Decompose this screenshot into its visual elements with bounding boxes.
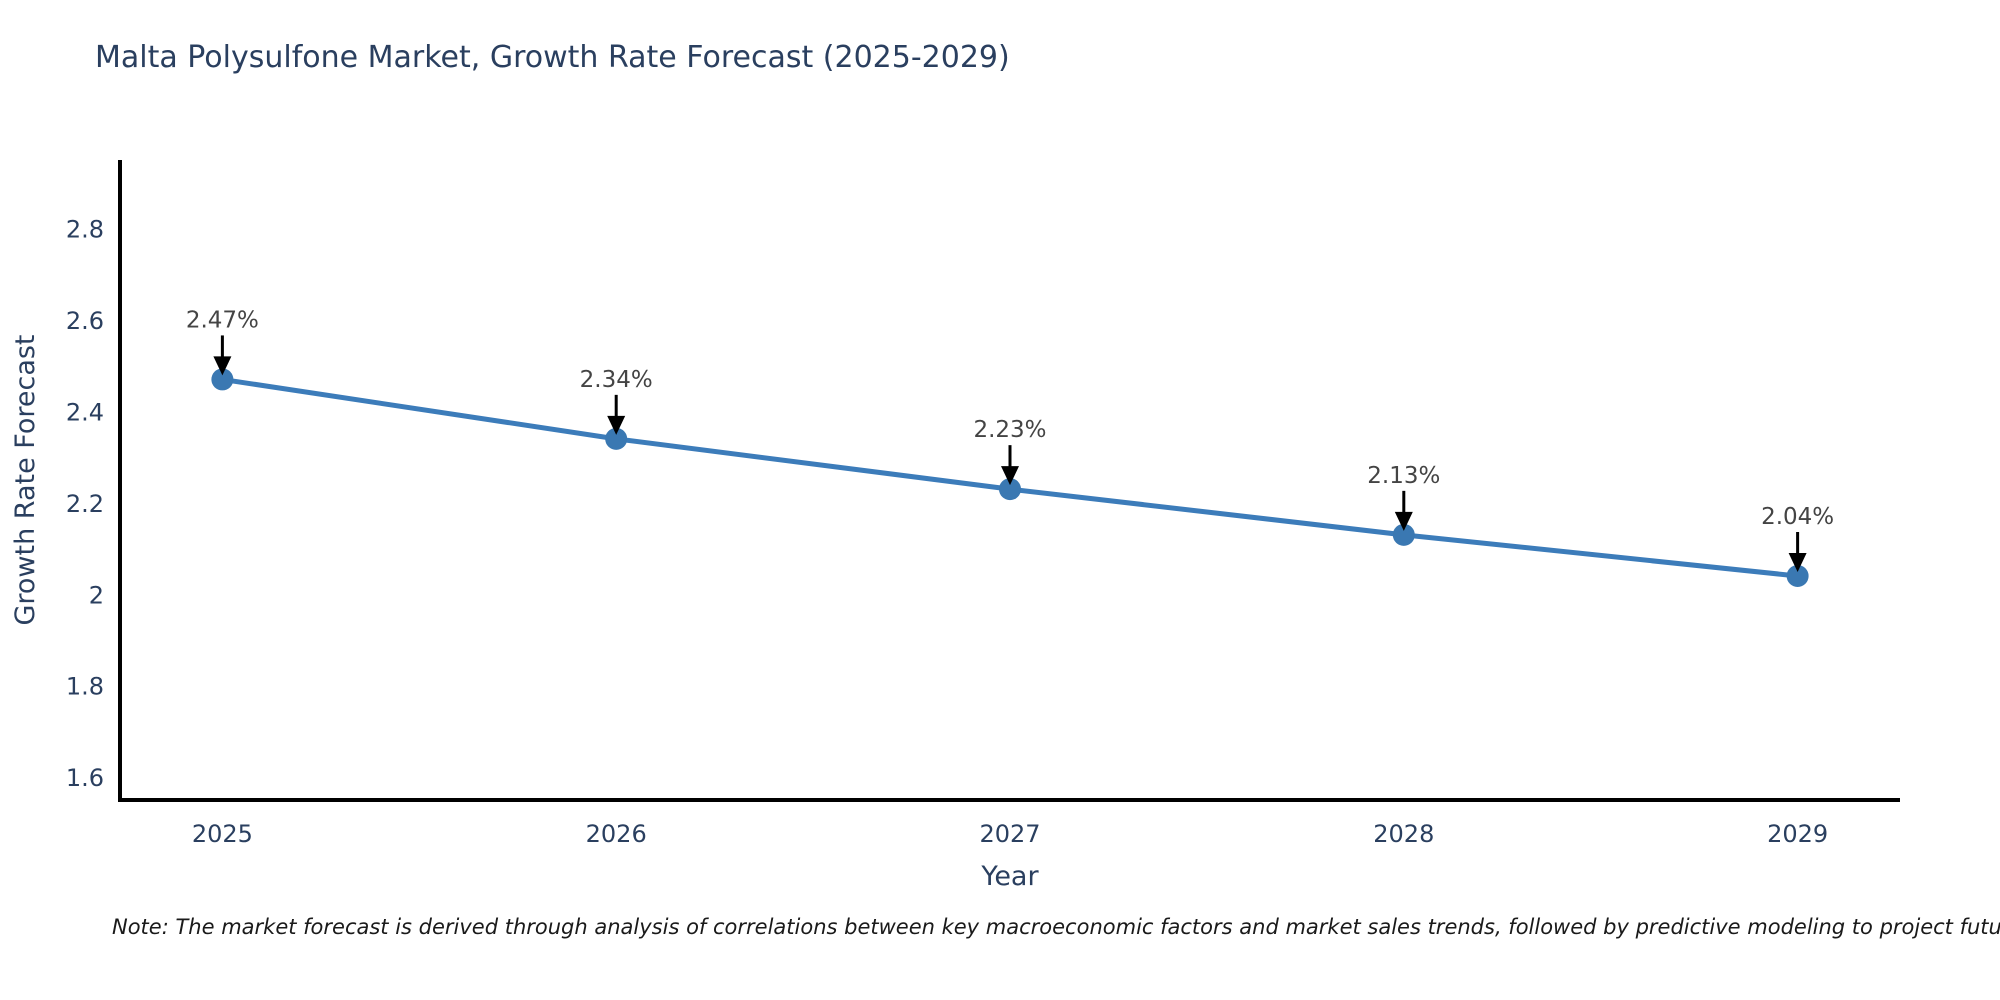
x-axis-title: Year — [980, 861, 1039, 892]
y-tick-label: 2.4 — [66, 398, 104, 426]
y-tick-label: 2.6 — [66, 307, 104, 335]
x-tick-label: 2025 — [192, 820, 253, 848]
data-point-marker — [605, 427, 628, 450]
annotation-arrow-head — [1001, 466, 1019, 486]
data-point-marker — [211, 368, 234, 391]
y-tick-label: 1.8 — [66, 673, 104, 701]
x-tick-label: 2029 — [1767, 820, 1828, 848]
annotation-arrow-head — [1394, 511, 1413, 531]
point-value-label: 2.34% — [580, 367, 653, 393]
chart-title: Malta Polysulfone Market, Growth Rate Fo… — [95, 40, 1010, 75]
y-tick-label: 1.6 — [66, 764, 104, 792]
point-value-label: 2.47% — [186, 307, 259, 333]
data-point-marker — [1392, 523, 1415, 546]
annotation-arrow-head — [607, 415, 626, 435]
x-tick-label: 2028 — [1373, 820, 1434, 848]
annotation-arrow-head — [213, 356, 232, 376]
data-point-marker — [999, 478, 1021, 501]
y-axis-title: Growth Rate Forecast — [10, 334, 41, 625]
x-tick-label: 2026 — [586, 820, 647, 848]
point-value-label: 2.04% — [1761, 504, 1834, 530]
point-value-label: 2.13% — [1367, 463, 1440, 489]
point-value-label: 2.23% — [973, 417, 1046, 443]
data-point-marker — [1786, 565, 1809, 587]
x-tick-label: 2027 — [979, 820, 1040, 848]
footnote: Note: The market forecast is derived thr… — [112, 915, 2000, 939]
y-tick-label: 2 — [89, 581, 104, 609]
y-tick-label: 2.2 — [66, 490, 104, 518]
annotation-arrow-head — [1788, 553, 1807, 572]
y-tick-label: 2.8 — [66, 216, 104, 244]
